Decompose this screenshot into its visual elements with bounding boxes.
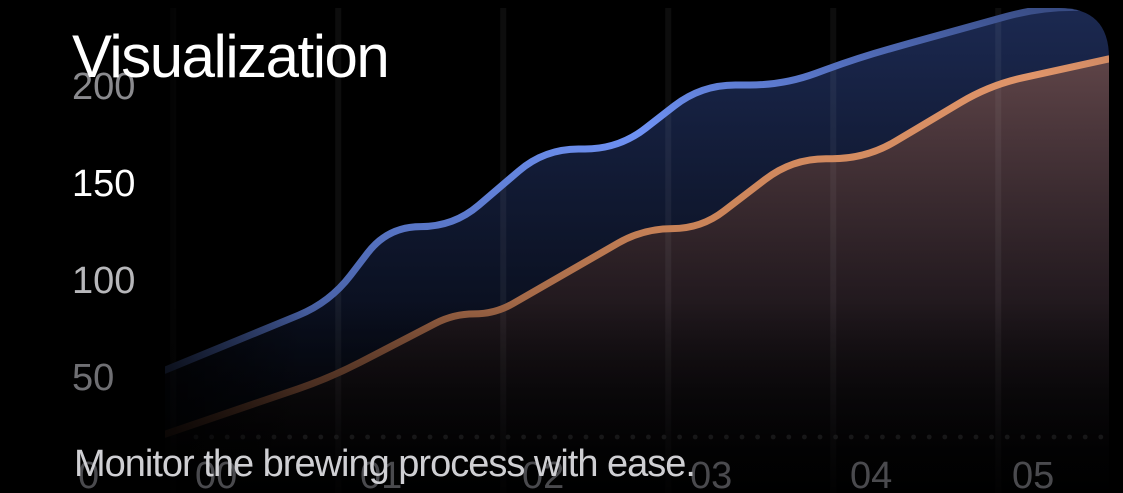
plot-area (165, 8, 1109, 493)
x-tick-label: 03 (690, 455, 732, 493)
y-tick-label: 200 (72, 66, 135, 108)
page-subtitle: Monitor the brewing process with ease. (74, 443, 696, 485)
y-tick-label: 100 (72, 260, 135, 302)
grid-line (335, 8, 342, 493)
y-tick-label: 50 (72, 357, 114, 399)
y-tick-label: 150 (72, 163, 135, 205)
page-title: Visualization (72, 23, 390, 90)
grid-line (995, 8, 1002, 493)
x-tick-label: 05 (1012, 455, 1054, 493)
series-1-line (165, 8, 1109, 374)
x-tick-label: 0 (78, 455, 99, 493)
grid-line (665, 8, 672, 493)
x-tick-label: 04 (850, 455, 892, 493)
x-tick-label: 01 (360, 455, 402, 493)
grid-line (830, 8, 837, 493)
grid-line (500, 8, 507, 493)
x-tick-label: 02 (522, 455, 564, 493)
x-tick-label: 00 (195, 455, 237, 493)
